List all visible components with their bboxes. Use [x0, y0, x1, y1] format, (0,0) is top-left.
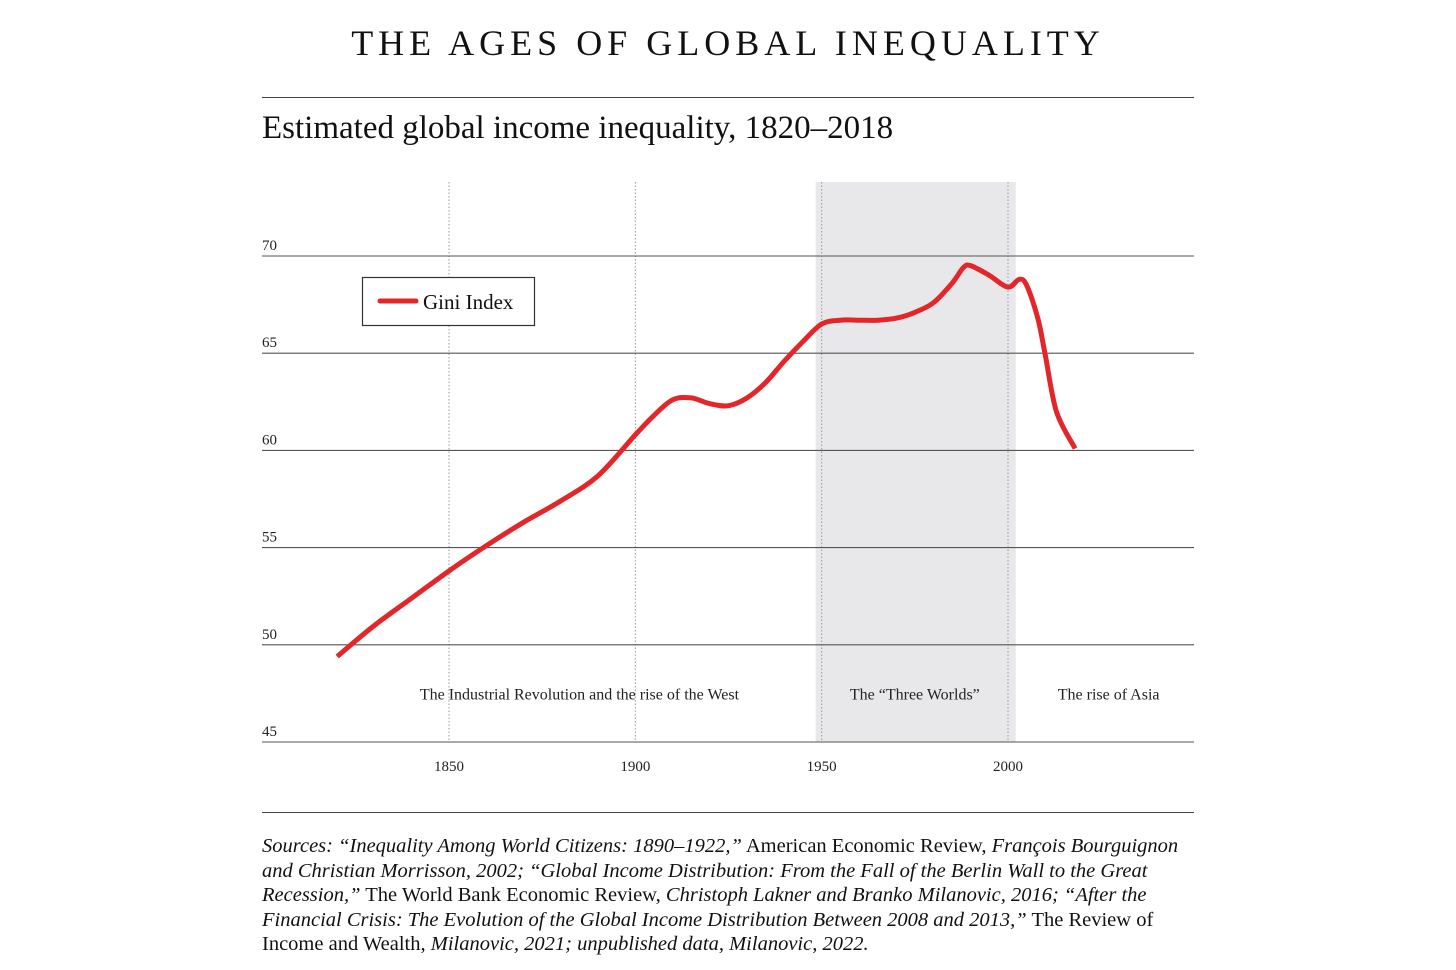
y-tick-label-55: 55: [262, 530, 277, 546]
sources-note: Sources: “Inequality Among World Citizen…: [262, 834, 1194, 957]
y-tick-labels: 45 50 55 60 65 70: [262, 238, 277, 740]
series-layer: [335, 262, 1078, 659]
bottom-rule: [262, 812, 1194, 813]
sources-italic-4: Milanovic, 2021; unpublished data, Milan…: [430, 933, 869, 955]
sources-italic-1: Sources: “Inequality Among World Citizen…: [262, 835, 742, 857]
sources-roman-1: American Economic Review,: [741, 835, 992, 857]
y-gridlines: [262, 255, 1194, 743]
legend: Gini Index: [361, 276, 536, 327]
legend-label-gini: Gini Index: [423, 290, 514, 314]
y-tick-label-50: 50: [262, 627, 277, 643]
x-tick-label-1900: 1900: [620, 759, 650, 775]
sources-italic-3: Christoph Lakner and Branko Milanovic, 2…: [262, 884, 1147, 931]
shade-layer: [815, 182, 1016, 742]
annotations: The Industrial Revolution and the rise o…: [420, 686, 1160, 703]
y-tick-label-45: 45: [262, 724, 277, 740]
sources-italic-2: François Bourguignon and Christian Morri…: [262, 835, 1179, 906]
sources-roman-3: The Review of Income and Wealth,: [262, 908, 1154, 956]
y-tick-label-60: 60: [262, 432, 277, 448]
chart-subtitle: Estimated global income inequality, 1820…: [262, 110, 894, 146]
top-rule: [262, 97, 1194, 98]
x-tick-label-2000: 2000: [993, 759, 1023, 775]
annotation-2: The rise of Asia: [1058, 686, 1160, 703]
annotation-1: The “Three Worlds”: [850, 686, 980, 703]
sources-roman-2: The World Bank Economic Review,: [360, 884, 666, 906]
x-tick-labels: 1850 1900 1950 2000: [434, 759, 1023, 775]
chart-headline: THE AGES OF GLOBAL INEQUALITY: [351, 23, 1105, 63]
x-tick-label-1850: 1850: [434, 759, 464, 775]
annotation-0: The Industrial Revolution and the rise o…: [420, 686, 740, 703]
x-gridlines: [448, 182, 1009, 742]
shaded-region-0: [815, 182, 1016, 742]
y-tick-label-65: 65: [262, 335, 277, 351]
x-tick-label-1950: 1950: [807, 759, 837, 775]
series-line-gini: [335, 262, 1078, 659]
y-tick-label-70: 70: [262, 238, 277, 254]
